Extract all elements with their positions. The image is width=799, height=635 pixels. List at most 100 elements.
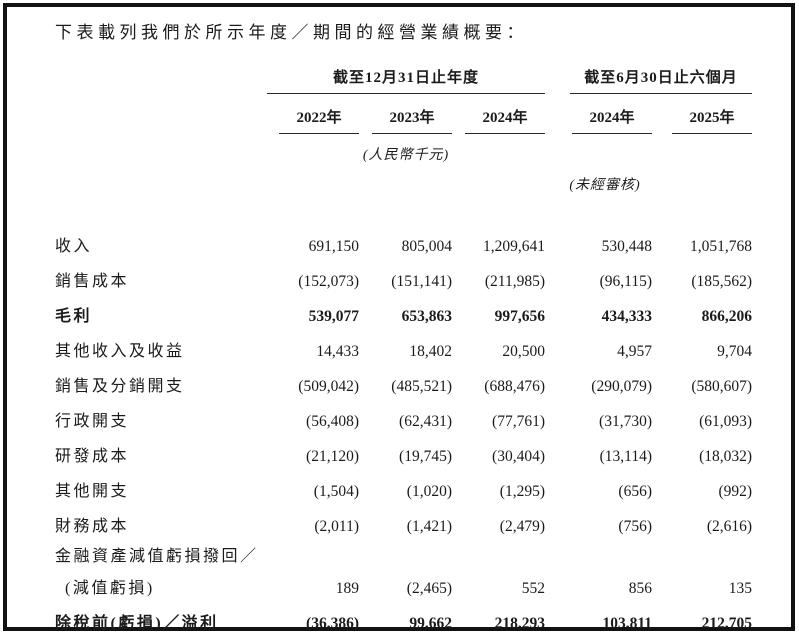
cell-value: (151,141) [391, 273, 452, 290]
year-header-cell: 2024年 [545, 94, 652, 134]
table-row-finance-costs: 財務成本 (2,011) (1,421) (2,479) (756) (2,61… [55, 506, 752, 541]
table-row-rd-costs: 研發成本 (21,120) (19,745) (30,404) (13,114)… [55, 436, 752, 471]
cell-value: 1,051,768 [690, 238, 753, 255]
cell-value: (96,115) [599, 273, 652, 290]
cell-value: (31,730) [599, 413, 652, 430]
cell-value: (152,073) [298, 273, 359, 290]
cell-value: 805,004 [401, 238, 452, 255]
row-label: 研發成本 [55, 448, 130, 465]
cell-value: (1,020) [406, 483, 452, 500]
cell-value: 691,150 [308, 238, 359, 255]
operating-results-table: 截至12月31日止年度 截至6月30日止六個月 2022年 2023年 2024… [55, 66, 753, 635]
cell-value [359, 541, 452, 568]
cell-value: 212,705 [701, 615, 753, 632]
cell-value: (1,421) [406, 518, 452, 535]
column-group-header-row: 截至12月31日止年度 截至6月30日止六個月 [55, 66, 753, 94]
empty-cell [55, 66, 267, 94]
empty-cell [55, 196, 752, 226]
year-header-2024-interim: 2024年 [572, 94, 652, 134]
year-header-cell: 2025年 [652, 94, 753, 134]
cell-value: 18,402 [409, 343, 452, 360]
cell-value: 530,448 [601, 238, 652, 255]
table-row-selling-expenses: 銷售及分銷開支 (509,042) (485,521) (688,476) (2… [55, 366, 752, 401]
cell-value: 434,333 [601, 308, 652, 325]
row-label: 收入 [55, 238, 93, 255]
cell-value: (2,616) [706, 518, 753, 535]
year-header-2025: 2025年 [672, 94, 753, 134]
cell-value: (580,607) [691, 378, 753, 395]
empty-cell [545, 134, 752, 166]
table-row-revenue: 收入 691,150 805,004 1,209,641 530,448 1,0… [55, 226, 752, 261]
table-row-other-expenses: 其他開支 (1,504) (1,020) (1,295) (656) (992) [55, 471, 752, 506]
cell-value: 9,704 [717, 343, 753, 360]
row-label: 銷售成本 [55, 273, 130, 290]
cell-value: 653,863 [401, 308, 452, 325]
cell-value: (1,295) [499, 483, 545, 500]
empty-cell [55, 134, 267, 166]
cell-value: (290,079) [591, 378, 652, 395]
cell-value: 135 [728, 580, 753, 597]
cell-value [652, 541, 752, 568]
cell-value: (756) [618, 518, 652, 535]
row-label: 毛利 [55, 308, 93, 325]
cell-value: (2,479) [499, 518, 545, 535]
row-label: 行政開支 [55, 413, 130, 430]
year-header-2022: 2022年 [279, 94, 359, 134]
table-row-profit-before-tax: 除稅前(虧損)／溢利 (36,386) 99,662 218,293 103,8… [55, 603, 752, 635]
cell-value: (13,114) [599, 448, 652, 465]
cell-value [452, 541, 545, 568]
cell-value: 1,209,641 [483, 238, 545, 255]
table-row-admin-expenses: 行政開支 (56,408) (62,431) (77,761) (31,730)… [55, 401, 752, 436]
cell-value: 189 [335, 580, 359, 597]
cell-value: (688,476) [484, 378, 545, 395]
cell-value: (1,504) [313, 483, 359, 500]
unaudited-note: (未經審核) [569, 178, 641, 193]
cell-value: 856 [628, 580, 652, 597]
cell-value: (36,386) [306, 615, 359, 632]
cell-value: 218,293 [494, 615, 545, 632]
cell-value: 866,206 [701, 308, 753, 325]
cell-value: 4,957 [617, 343, 652, 360]
table-row-cost-of-sales: 銷售成本 (152,073) (151,141) (211,985) (96,1… [55, 261, 752, 296]
table-row-gross-profit: 毛利 539,077 653,863 997,656 434,333 866,2… [55, 296, 752, 331]
group-header-cell: 截至6月30日止六個月 [545, 66, 753, 94]
cell-value: (992) [718, 483, 753, 500]
unaudited-note-cell: (未經審核) [545, 166, 652, 196]
cell-value: (509,042) [298, 378, 359, 395]
intro-text: 下表載列我們於所示年度／期間的經營業績概要： [55, 23, 528, 42]
cell-value: (485,521) [391, 378, 452, 395]
empty-cell [652, 166, 752, 196]
spacer-row [55, 196, 752, 226]
table-row-impairment-line2: (減值虧損) 189 (2,465) 552 856 135 [55, 568, 752, 603]
row-label: 其他開支 [55, 483, 130, 500]
cell-value: 14,433 [316, 343, 359, 360]
cell-value: (2,011) [314, 518, 359, 535]
row-label: 除稅前(虧損)／溢利 [55, 615, 219, 632]
cell-value: (211,985) [484, 273, 545, 290]
cell-value: 539,077 [308, 308, 359, 325]
empty-cell [267, 166, 545, 196]
year-header-2024: 2024年 [465, 94, 545, 134]
unaudited-note-row: (未經審核) [55, 166, 752, 196]
year-header-cell: 2024年 [452, 94, 545, 134]
cell-value: (56,408) [306, 413, 359, 430]
cell-value: (30,404) [492, 448, 545, 465]
cell-value: 103,811 [602, 615, 652, 632]
cell-value [267, 541, 359, 568]
year-header-cell: 2022年 [267, 94, 359, 134]
group-header-six-months: 截至6月30日止六個月 [570, 66, 753, 94]
cell-value: (61,093) [699, 413, 753, 430]
unit-note-row: (人民幣千元) [55, 134, 752, 166]
year-header-cell: 2023年 [359, 94, 452, 134]
row-label: (減值虧損) [65, 580, 155, 597]
currency-unit-note: (人民幣千元) [362, 148, 450, 163]
cell-value: (185,562) [691, 273, 753, 290]
cell-value: 997,656 [494, 308, 545, 325]
table-row-other-income: 其他收入及收益 14,433 18,402 20,500 4,957 9,704 [55, 331, 752, 366]
cell-value: 552 [521, 580, 545, 597]
group-header-year-ended: 截至12月31日止年度 [267, 66, 545, 94]
cell-value: (77,761) [492, 413, 545, 430]
cell-value: (18,032) [699, 448, 753, 465]
year-header-row: 2022年 2023年 2024年 2024年 2025年 [55, 94, 753, 134]
